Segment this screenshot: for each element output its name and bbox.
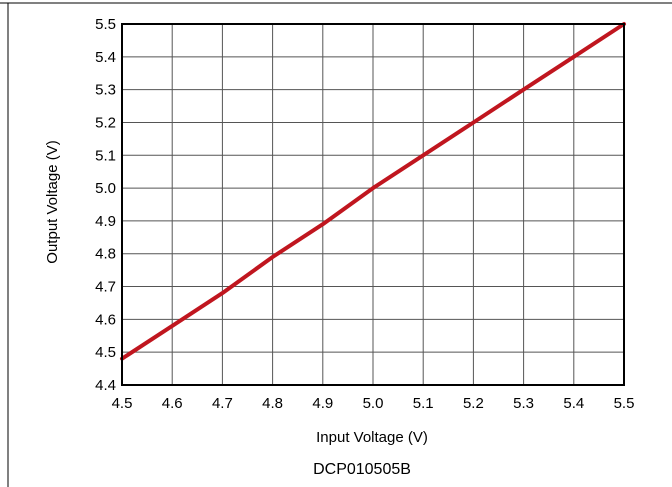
x-tick-label: 4.7: [212, 395, 233, 412]
y-tick-label: 5.2: [95, 114, 116, 131]
y-tick-label: 5.4: [95, 49, 116, 66]
tick-labels: 4.5 4.6 4.7 4.8 4.9 5.0 5.1 5.2 5.3 5.4 5.54.44.54…: [95, 16, 634, 412]
x-axis-label: Input Voltage (V): [316, 429, 428, 446]
x-tick-label: 4.6: [162, 395, 183, 412]
y-tick-label: 4.6: [95, 311, 116, 328]
y-tick-label: 5.1: [95, 147, 116, 164]
chart-caption: DCP010505B: [313, 461, 411, 478]
grid-layer: [121, 23, 625, 386]
plot-area-border: [121, 23, 625, 386]
y-tick-label: 4.5: [95, 344, 116, 361]
y-tick-label: 5.5: [95, 16, 116, 33]
series-layer: [120, 22, 626, 361]
x-tick-label: 4.8: [262, 395, 283, 412]
y-tick-label: 4.4: [95, 377, 116, 394]
y-tick-label: 4.7: [95, 279, 116, 296]
x-tick-label: 5.3: [513, 395, 534, 412]
x-tick-label: 5.4: [563, 395, 584, 412]
x-tick-label: 5.1: [413, 395, 434, 412]
x-tick-label: 4.9: [312, 395, 333, 412]
y-tick-label: 5.3: [95, 82, 116, 99]
x-tick-label: 5.5: [614, 395, 635, 412]
x-tick-label: 5.2: [463, 395, 484, 412]
x-tick-label: 5.0: [363, 395, 384, 412]
series-line: [120, 22, 626, 361]
y-tick-label: 5.0: [95, 180, 116, 197]
y-tick-label: 4.8: [95, 246, 116, 263]
x-tick-label: 4.5: [112, 395, 133, 412]
y-tick-label: 4.9: [95, 213, 116, 230]
y-axis-label: Output Voltage (V): [44, 140, 61, 263]
